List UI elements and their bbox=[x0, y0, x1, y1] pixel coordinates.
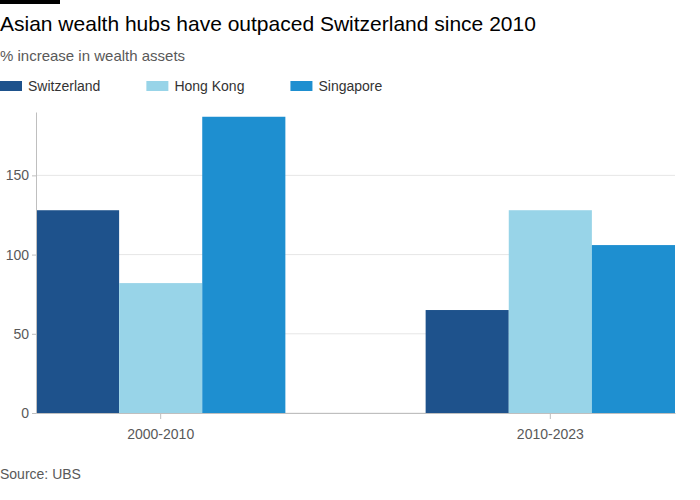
title: Asian wealth hubs have outpaced Switzerl… bbox=[0, 12, 536, 35]
y-tick-label: 50 bbox=[13, 326, 29, 342]
brand-bar bbox=[0, 0, 60, 4]
y-axis-line bbox=[36, 113, 37, 414]
legend-label: Singapore bbox=[318, 78, 382, 94]
legend-item: Singapore bbox=[290, 78, 382, 94]
chart: Asian wealth hubs have outpaced Switzerl… bbox=[0, 0, 700, 500]
x-tick-label: 2010-2023 bbox=[517, 426, 584, 442]
subtitle: % increase in wealth assets bbox=[0, 47, 185, 64]
legend-label: Switzerland bbox=[28, 78, 100, 94]
bar bbox=[509, 210, 592, 413]
grid-line bbox=[36, 175, 675, 176]
bar bbox=[202, 117, 285, 413]
x-tick: 2010-2023 bbox=[517, 413, 584, 442]
x-tick-mark bbox=[160, 413, 161, 419]
legend-item: Switzerland bbox=[0, 78, 100, 94]
bar bbox=[592, 245, 675, 413]
legend: Switzerland Hong Kong Singapore bbox=[0, 78, 382, 94]
legend-label: Hong Kong bbox=[174, 78, 244, 94]
y-tick-label: 100 bbox=[6, 247, 30, 263]
legend-swatch bbox=[146, 81, 168, 91]
x-tick-label: 2000-2010 bbox=[127, 426, 194, 442]
y-tick: 150 bbox=[6, 167, 36, 183]
plot: 0 50 100 150 2000-2010 2010-2023 bbox=[6, 113, 676, 442]
y-tick-mark bbox=[32, 255, 36, 256]
legend-item: Hong Kong bbox=[146, 78, 244, 94]
source: Source: UBS bbox=[0, 466, 81, 482]
legend-swatch bbox=[0, 81, 22, 91]
x-tick: 2000-2010 bbox=[127, 413, 194, 442]
y-tick-label: 150 bbox=[6, 167, 30, 183]
y-tick-mark bbox=[32, 175, 36, 176]
bar bbox=[119, 283, 202, 413]
y-axis: 0 50 100 150 bbox=[6, 113, 37, 421]
legend-swatch bbox=[290, 81, 312, 91]
y-tick: 100 bbox=[6, 247, 36, 263]
x-axis: 2000-2010 2010-2023 bbox=[37, 413, 676, 442]
y-tick-label: 0 bbox=[21, 405, 29, 421]
y-tick-mark bbox=[32, 334, 36, 335]
grid bbox=[36, 175, 675, 413]
x-axis-line bbox=[37, 413, 676, 414]
bar bbox=[426, 310, 509, 413]
bars bbox=[36, 117, 675, 413]
y-tick: 0 bbox=[21, 405, 36, 421]
x-tick-mark bbox=[550, 413, 551, 419]
y-tick: 50 bbox=[13, 326, 36, 342]
y-tick-mark bbox=[32, 413, 36, 414]
bar bbox=[36, 210, 119, 413]
